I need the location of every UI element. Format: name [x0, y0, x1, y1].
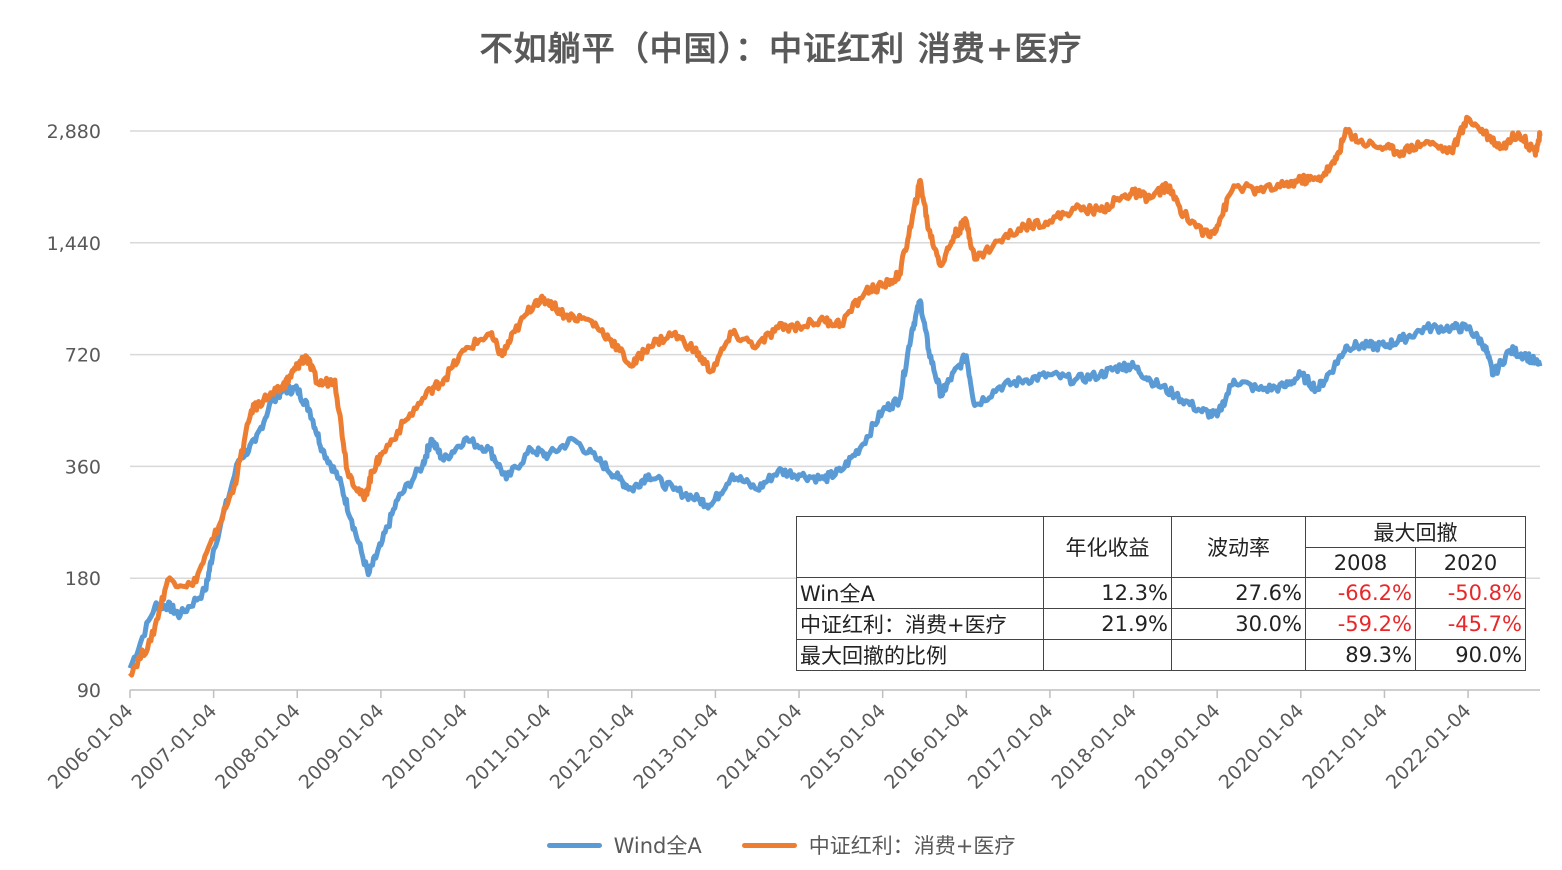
volatility: 27.6% [1171, 577, 1306, 609]
drawdown-2008: -59.2% [1305, 608, 1416, 640]
row-name: Win全A [796, 577, 1044, 609]
x-tick-label: 2007-01-04 [128, 700, 222, 794]
table-row: 中证红利：消费+医疗 21.9% 30.0% -59.2% -45.7% [796, 608, 1526, 640]
x-tick-label: 2006-01-04 [44, 700, 138, 794]
x-tick-label: 2015-01-04 [797, 700, 891, 794]
x-tick-label: 2010-01-04 [378, 700, 472, 794]
header-volatility: 波动率 [1171, 516, 1306, 578]
header-max-drawdown: 最大回撤 [1305, 516, 1526, 548]
x-tick-label: 2009-01-04 [295, 700, 389, 794]
table-row: Win全A 12.3% 27.6% -66.2% -50.8% [796, 577, 1526, 609]
volatility: 30.0% [1171, 608, 1306, 640]
x-tick-label: 2008-01-04 [211, 700, 305, 794]
y-tick-label: 360 [65, 456, 101, 478]
y-tick-label: 180 [65, 568, 101, 590]
y-tick-label: 720 [65, 345, 101, 367]
legend: Wind全A 中证红利：消费+医疗 [0, 830, 1562, 860]
annual-return: 21.9% [1043, 608, 1172, 640]
x-tick-label: 2012-01-04 [546, 700, 640, 794]
table-corner [796, 516, 1044, 578]
row-name: 中证红利：消费+医疗 [796, 608, 1044, 640]
x-tick-label: 2021-01-04 [1298, 700, 1392, 794]
x-tick-label: 2020-01-04 [1215, 700, 1309, 794]
annual-return [1043, 639, 1172, 671]
annual-return: 12.3% [1043, 577, 1172, 609]
x-tick-label: 2014-01-04 [713, 700, 807, 794]
y-tick-label: 2,880 [47, 121, 101, 143]
x-tick-label: 2022-01-04 [1382, 700, 1476, 794]
table-header-row: 年化收益 波动率 最大回撤 [796, 516, 1526, 578]
header-2008: 2008 [1305, 547, 1416, 578]
series-line-0 [127, 298, 1543, 670]
x-tick-label: 2016-01-04 [880, 700, 974, 794]
x-tick-label: 2011-01-04 [462, 700, 556, 794]
volatility [1171, 639, 1306, 671]
legend-swatch-orange [741, 842, 797, 848]
x-tick-label: 2013-01-04 [629, 700, 723, 794]
row-name: 最大回撤的比例 [796, 639, 1044, 671]
header-2020: 2020 [1415, 547, 1526, 578]
x-tick-label: 2019-01-04 [1131, 700, 1225, 794]
drawdown-ratio-2020: 90.0% [1415, 639, 1526, 671]
legend-item-dividend[interactable]: 中证红利：消费+医疗 [741, 830, 1016, 860]
table-row: 最大回撤的比例 89.3% 90.0% [796, 639, 1526, 671]
legend-label: 中证红利：消费+医疗 [808, 834, 1016, 858]
chart-title: 不如躺平（中国）：中证红利 消费+医疗 [479, 29, 1083, 68]
header-annual-return: 年化收益 [1043, 516, 1172, 578]
drawdown-2020: -45.7% [1415, 608, 1526, 640]
y-tick-label: 90 [77, 680, 101, 702]
drawdown-ratio-2008: 89.3% [1305, 639, 1416, 671]
series-line-1 [128, 114, 1543, 678]
legend-item-wind[interactable]: Wind全A [546, 830, 702, 860]
stats-table: 年化收益 波动率 最大回撤 2008 2020 Win全A 12.3% 27.6… [796, 516, 1526, 671]
drawdown-2020: -50.8% [1415, 577, 1526, 609]
y-tick-label: 1,440 [47, 233, 101, 255]
drawdown-2008: -66.2% [1305, 577, 1416, 609]
x-tick-label: 2017-01-04 [964, 700, 1058, 794]
legend-swatch-blue [546, 842, 602, 848]
legend-label: Wind全A [613, 834, 702, 858]
x-tick-label: 2018-01-04 [1047, 700, 1141, 794]
